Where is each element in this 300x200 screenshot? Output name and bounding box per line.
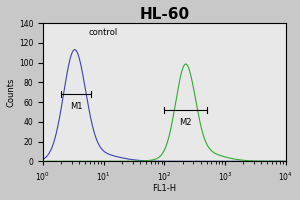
Title: HL-60: HL-60 bbox=[139, 7, 189, 22]
Text: control: control bbox=[88, 28, 118, 37]
Y-axis label: Counts: Counts bbox=[7, 77, 16, 107]
Text: M1: M1 bbox=[70, 102, 82, 111]
X-axis label: FL1-H: FL1-H bbox=[152, 184, 176, 193]
Text: M2: M2 bbox=[179, 118, 192, 127]
